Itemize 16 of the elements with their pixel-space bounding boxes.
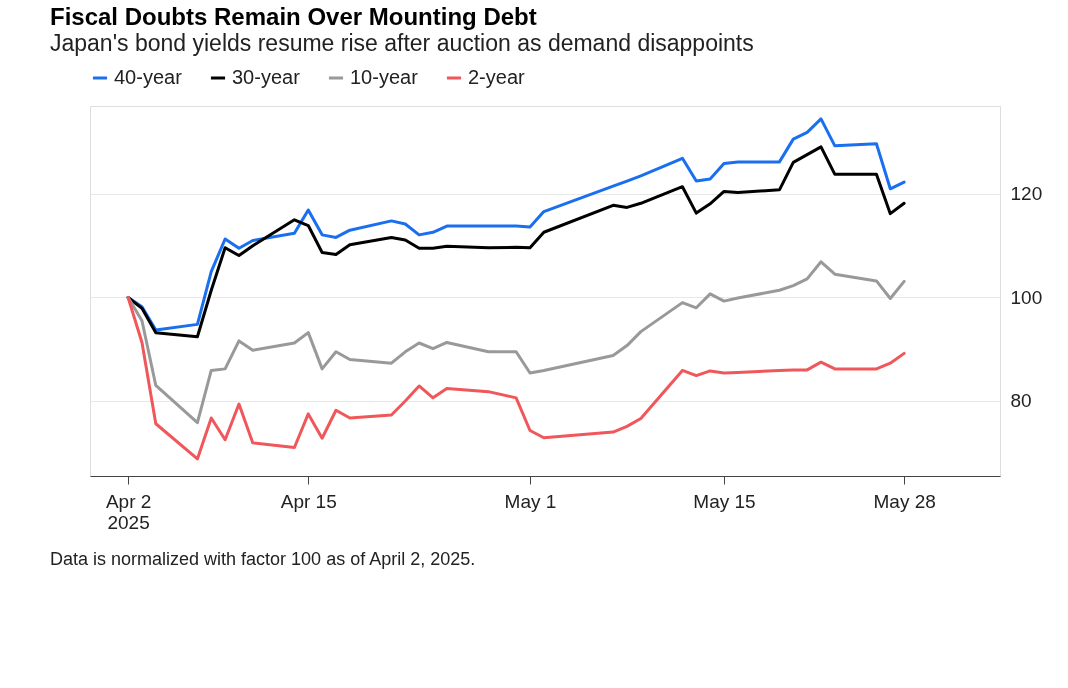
legend-label: 30-year [232,66,301,88]
line-series [126,295,906,461]
chart-subtitle: Japan's bond yields resume rise after auction as demand disappoints [50,30,754,56]
x-tick-label: Apr 15 [280,490,337,512]
legend-label: 10-year [350,66,419,88]
x-tick-label: May 1 [504,490,557,512]
chart-title: Fiscal Doubts Remain Over Mounting Debt [50,3,537,30]
y-tick-label: 80 [1010,390,1032,412]
y-tick-label: 100 [1010,286,1043,308]
x-tick-label: May 15 [693,490,756,512]
x-tick-label: May 28 [873,490,936,512]
legend-label: 2-year [468,66,526,88]
y-tick-label: 120 [1010,183,1043,205]
legend-label: 40-year [114,66,183,88]
x-tick-label: Apr 2 2025 [105,490,152,533]
text: Data is normalized with factor 100 as of April 2, 2025. [50,549,476,569]
